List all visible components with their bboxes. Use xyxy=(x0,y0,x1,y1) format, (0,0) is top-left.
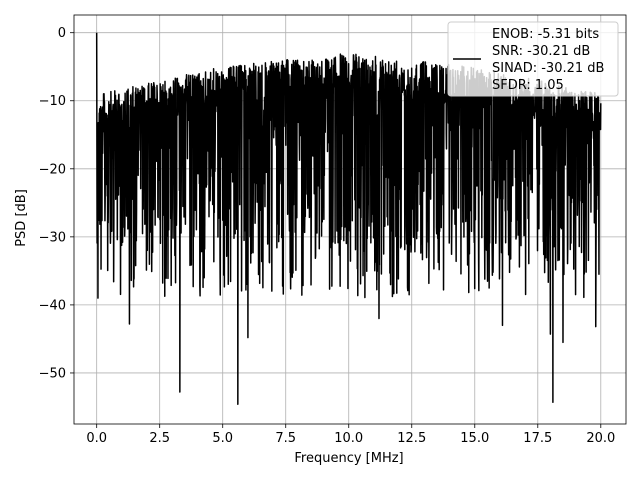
psd-series xyxy=(95,32,602,406)
y-tick-label: −30 xyxy=(39,230,66,245)
legend-enob: ENOB: -5.31 bits xyxy=(492,27,599,42)
psd-line xyxy=(95,32,602,406)
x-tick-label: 17.5 xyxy=(523,431,552,446)
legend-snr: SNR: -30.21 dB xyxy=(492,44,590,59)
axes-frame xyxy=(73,14,627,425)
x-tick-label: 5.0 xyxy=(212,431,233,446)
plot-frame xyxy=(73,14,627,425)
y-tick-label: −40 xyxy=(39,298,66,313)
legend-sinad: SINAD: -30.21 dB xyxy=(492,61,604,76)
y-tick-label: −10 xyxy=(39,94,66,109)
ticks: 0.0 2.5 5.0 7.5 10.0 12.5 15.0 17.5 20.0 0 −10 −20 −… xyxy=(39,26,616,446)
y-tick-label: −50 xyxy=(39,366,66,381)
legend-sfdr: SFDR: 1.05 xyxy=(492,78,564,93)
y-tick-label: 0 xyxy=(58,26,66,41)
x-tick-label: 0.0 xyxy=(86,431,107,446)
y-axis-label: PSD [dB] xyxy=(14,189,29,247)
legend: ENOB: -5.31 bits SNR: -30.21 dB SINAD: -… xyxy=(447,21,619,97)
x-axis-label: Frequency [MHz] xyxy=(294,451,403,466)
x-tick-label: 10.0 xyxy=(334,431,363,446)
legend-box xyxy=(447,21,619,97)
x-tick-label: 15.0 xyxy=(460,431,489,446)
x-tick-label: 20.0 xyxy=(586,431,615,446)
x-tick-label: 7.5 xyxy=(275,431,296,446)
x-tick-label: 2.5 xyxy=(149,431,170,446)
x-tick-label: 12.5 xyxy=(397,431,426,446)
y-tick-label: −20 xyxy=(39,162,66,177)
